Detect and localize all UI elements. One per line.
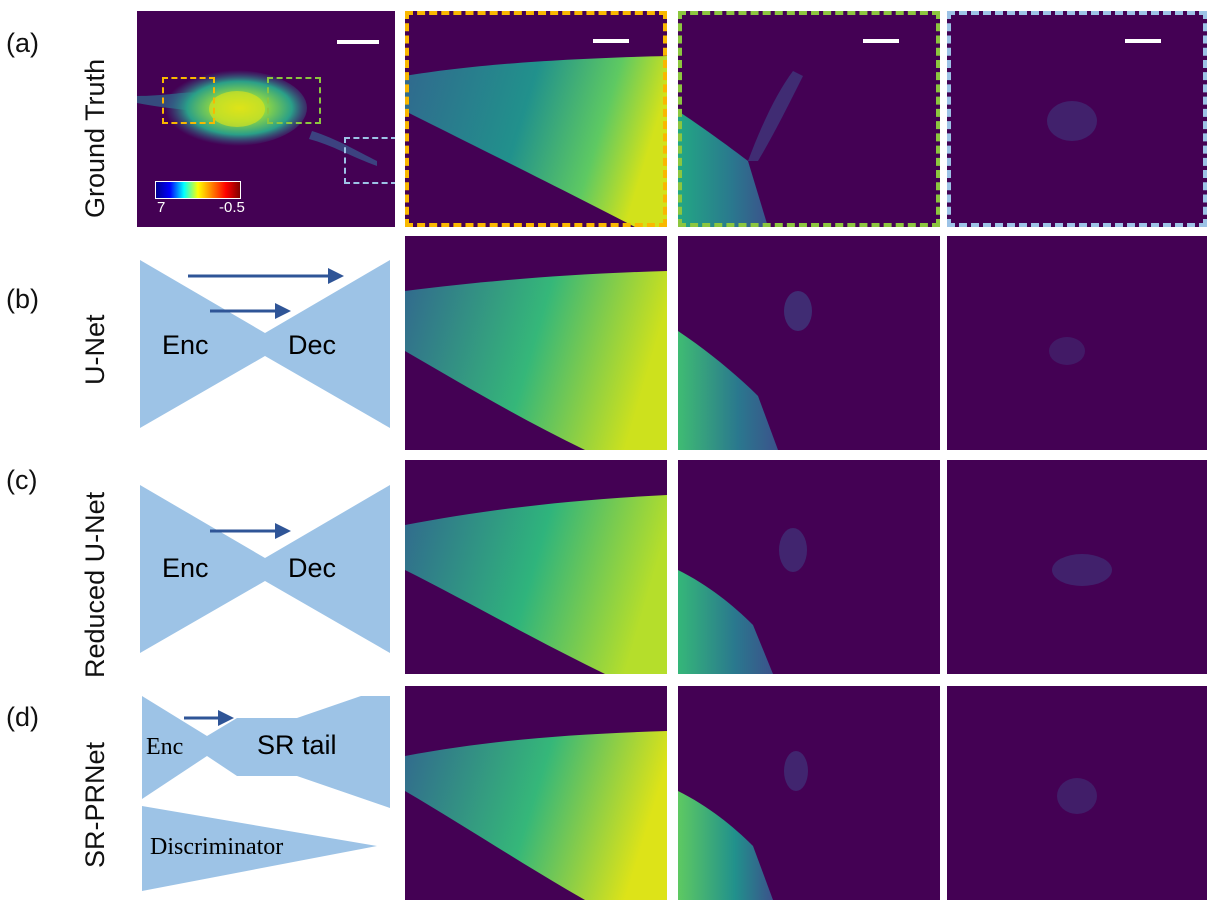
srprnet-roi-orange-image [405,686,667,900]
unet-roi-blue-image [947,236,1207,450]
row-label-ground-truth: Ground Truth [80,58,110,218]
encoder-label: Enc [146,734,184,760]
gt-roi-green-image [678,11,940,227]
unet-schematic: Enc Dec [140,258,390,433]
row-label-reduced-unet: Reduced U-Net [80,491,110,678]
row-label-unet: U-Net [80,314,110,385]
row-label-srprnet: SR-PRNet [80,741,110,868]
ground-truth-overview-image: 7 -0.5 [137,11,395,227]
roi-box-orange [162,77,215,124]
discriminator-label: Discriminator [150,834,284,860]
gt-roi-blue-image [947,11,1207,227]
srprnet-roi-blue-image [947,686,1207,900]
gt-roi-orange-image [405,11,667,227]
roi-box-green [267,77,321,124]
decoder-label: Dec [288,330,337,360]
colorbar-max-label: -0.5 [219,199,245,216]
unet-roi-orange-image [405,236,667,450]
encoder-label: Enc [162,330,209,360]
colorbar-min-label: 7 [157,199,166,216]
srprnet-schematic: Enc SR tail Discriminator [142,696,392,896]
encoder-label: Enc [162,553,209,583]
unet-roi-green-image [678,236,940,450]
reduced-unet-schematic: Enc Dec [140,483,390,658]
row-letter-c: (c) [6,465,38,495]
row-letter-d: (d) [6,702,39,732]
reduced-unet-roi-orange-image [405,460,667,674]
row-letter-a: (a) [6,28,39,58]
roi-box-blue [344,137,395,184]
decoder-label: Dec [288,553,337,583]
reduced-unet-roi-blue-image [947,460,1207,674]
reduced-unet-roi-green-image [678,460,940,674]
scale-bar [337,40,379,44]
scale-bar [1125,39,1161,43]
row-letter-b: (b) [6,284,39,314]
scale-bar [593,39,629,43]
scale-bar [863,39,899,43]
sr-tail-label: SR tail [257,730,337,760]
srprnet-roi-green-image [678,686,940,900]
colorbar [155,181,241,199]
